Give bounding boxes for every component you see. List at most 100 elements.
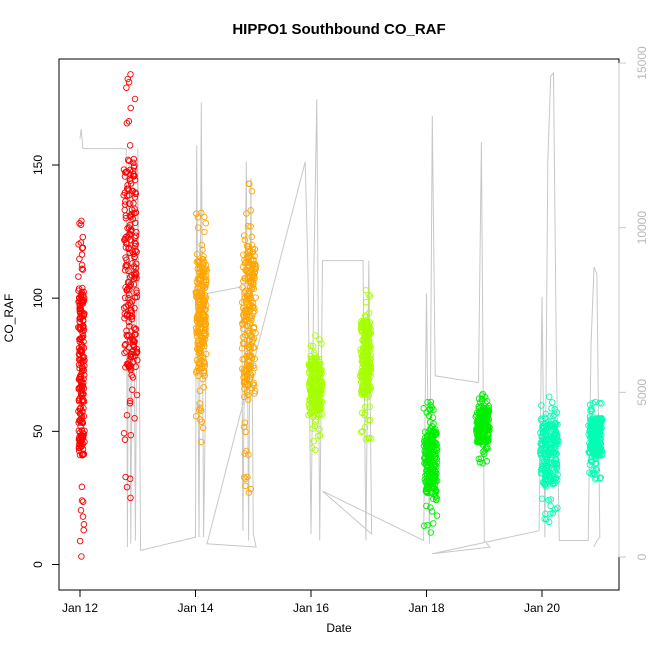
data-point bbox=[125, 244, 133, 252]
data-point bbox=[133, 345, 141, 353]
data-point bbox=[485, 423, 492, 430]
data-point bbox=[553, 450, 560, 457]
data-point bbox=[250, 344, 258, 351]
data-point bbox=[250, 344, 257, 352]
data-point bbox=[127, 281, 135, 288]
data-point bbox=[78, 217, 85, 225]
data-point bbox=[201, 363, 208, 370]
data-point bbox=[433, 512, 441, 519]
x-axis: Jan 12 Jan 14 Jan 16 Jan 18 Jan 20 bbox=[62, 589, 560, 615]
data-point bbox=[123, 483, 131, 491]
data-point bbox=[193, 210, 200, 217]
data-point bbox=[597, 435, 604, 443]
data-point bbox=[251, 252, 258, 260]
data-point bbox=[80, 312, 87, 320]
data-point bbox=[366, 364, 374, 372]
data-point bbox=[78, 483, 86, 491]
data-point bbox=[538, 415, 545, 423]
data-point bbox=[80, 450, 88, 458]
data-point bbox=[242, 482, 249, 490]
data-point bbox=[202, 261, 210, 269]
data-point bbox=[131, 162, 138, 169]
data-point bbox=[365, 291, 372, 299]
data-point bbox=[308, 408, 315, 416]
data-point bbox=[366, 416, 374, 424]
data-point bbox=[251, 387, 259, 395]
data-point bbox=[318, 398, 326, 406]
data-point bbox=[201, 316, 209, 323]
data-point bbox=[80, 526, 87, 534]
data-point bbox=[433, 440, 440, 447]
data-point bbox=[131, 194, 139, 201]
data-point bbox=[132, 190, 140, 198]
data-point bbox=[200, 383, 207, 391]
data-point bbox=[77, 507, 85, 514]
data-point bbox=[77, 404, 85, 411]
x-tick-label: Jan 12 bbox=[62, 601, 98, 615]
data-point bbox=[121, 436, 129, 443]
data-point bbox=[79, 244, 87, 251]
data-point bbox=[133, 248, 140, 256]
data-point bbox=[121, 342, 129, 349]
chart-title: HIPPO1 Southbound CO_RAF bbox=[232, 21, 445, 38]
data-point bbox=[249, 381, 257, 388]
data-point bbox=[201, 372, 208, 379]
data-point bbox=[243, 447, 250, 455]
data-point bbox=[201, 283, 209, 291]
data-point bbox=[242, 475, 249, 482]
data-point bbox=[200, 358, 207, 366]
data-point bbox=[365, 386, 372, 393]
data-point bbox=[243, 210, 250, 217]
data-point bbox=[78, 386, 86, 394]
y2-tick-label: 15000 bbox=[635, 46, 649, 80]
data-point bbox=[432, 431, 440, 438]
data-point bbox=[250, 323, 258, 331]
data-point bbox=[79, 440, 87, 448]
data-point bbox=[122, 212, 130, 219]
data-point bbox=[432, 452, 440, 460]
data-point bbox=[241, 419, 249, 426]
data-point bbox=[367, 372, 374, 380]
x-tick-label: Jan 16 bbox=[293, 601, 329, 615]
data-point bbox=[80, 322, 87, 330]
data-point bbox=[133, 270, 140, 278]
data-point bbox=[202, 281, 209, 288]
data-point bbox=[75, 397, 83, 405]
y-tick-label: 50 bbox=[31, 424, 45, 438]
data-point bbox=[547, 510, 554, 518]
data-point bbox=[201, 213, 208, 221]
data-point bbox=[317, 385, 325, 393]
data-point bbox=[432, 475, 439, 483]
data-point bbox=[316, 359, 323, 366]
data-point bbox=[592, 476, 599, 483]
data-point bbox=[318, 390, 325, 398]
data-point bbox=[365, 434, 373, 442]
data-point bbox=[80, 367, 87, 374]
data-point bbox=[362, 286, 370, 294]
data-point bbox=[79, 391, 87, 398]
series-flight-10 bbox=[585, 398, 606, 483]
data-point bbox=[250, 281, 257, 288]
data-point bbox=[246, 375, 254, 382]
data-point bbox=[80, 412, 88, 420]
data-point bbox=[541, 481, 549, 489]
data-point bbox=[423, 502, 430, 510]
data-point bbox=[316, 336, 323, 343]
data-point bbox=[131, 304, 138, 312]
series-flight-4 bbox=[238, 180, 260, 496]
data-point bbox=[367, 365, 375, 373]
data-point bbox=[241, 236, 249, 244]
data-point bbox=[554, 421, 561, 428]
data-point bbox=[241, 260, 249, 267]
data-point bbox=[133, 293, 141, 301]
data-point bbox=[427, 398, 435, 406]
data-point bbox=[248, 233, 255, 241]
data-point bbox=[201, 342, 208, 350]
data-point bbox=[433, 463, 440, 470]
data-point bbox=[367, 330, 374, 337]
x-tick-label: Jan 14 bbox=[177, 601, 213, 615]
data-point bbox=[129, 374, 137, 381]
data-point bbox=[485, 402, 492, 410]
data-point bbox=[553, 476, 561, 484]
data-point bbox=[318, 378, 326, 386]
